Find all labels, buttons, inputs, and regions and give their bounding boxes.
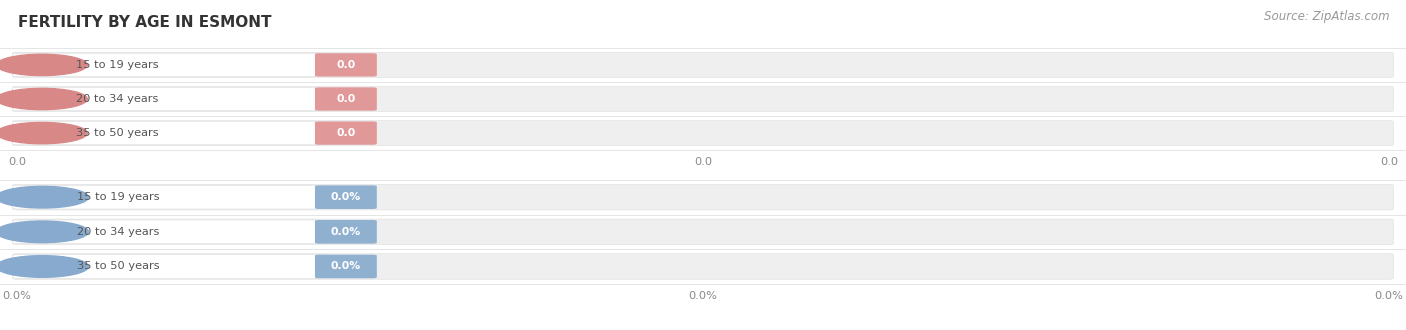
FancyBboxPatch shape [13,255,323,278]
FancyBboxPatch shape [315,185,377,209]
FancyBboxPatch shape [13,87,323,111]
Circle shape [0,122,87,144]
FancyBboxPatch shape [13,220,323,244]
Text: 0.0%: 0.0% [330,192,361,202]
Text: 0.0: 0.0 [695,157,711,167]
FancyBboxPatch shape [13,52,1393,78]
Text: 0.0%: 0.0% [330,227,361,237]
Circle shape [0,186,89,208]
FancyBboxPatch shape [315,87,377,111]
FancyBboxPatch shape [13,53,323,77]
Text: 0.0%: 0.0% [330,261,361,272]
FancyBboxPatch shape [315,121,377,145]
FancyBboxPatch shape [315,53,377,77]
Text: 35 to 50 years: 35 to 50 years [77,261,159,272]
Circle shape [0,256,89,277]
Text: 0.0%: 0.0% [689,291,717,301]
Text: FERTILITY BY AGE IN ESMONT: FERTILITY BY AGE IN ESMONT [18,15,271,30]
FancyBboxPatch shape [13,121,323,145]
FancyBboxPatch shape [13,86,1393,112]
FancyBboxPatch shape [13,185,323,209]
Text: Source: ZipAtlas.com: Source: ZipAtlas.com [1264,10,1389,23]
FancyBboxPatch shape [315,220,377,244]
Text: 0.0: 0.0 [336,94,356,104]
FancyBboxPatch shape [13,219,1393,245]
Text: 0.0%: 0.0% [1375,291,1403,301]
Text: 15 to 19 years: 15 to 19 years [77,192,159,202]
FancyBboxPatch shape [13,120,1393,146]
Text: 15 to 19 years: 15 to 19 years [76,60,159,70]
Text: 35 to 50 years: 35 to 50 years [76,128,159,138]
Text: 0.0: 0.0 [336,128,356,138]
Circle shape [0,221,89,243]
Text: 0.0: 0.0 [336,60,356,70]
Text: 0.0: 0.0 [1381,157,1398,167]
Text: 20 to 34 years: 20 to 34 years [77,227,159,237]
Text: 0.0: 0.0 [8,157,25,167]
Circle shape [0,88,87,110]
FancyBboxPatch shape [315,255,377,278]
Circle shape [0,54,87,76]
Text: 0.0%: 0.0% [3,291,31,301]
Text: 20 to 34 years: 20 to 34 years [76,94,159,104]
FancyBboxPatch shape [13,254,1393,279]
FancyBboxPatch shape [13,184,1393,210]
